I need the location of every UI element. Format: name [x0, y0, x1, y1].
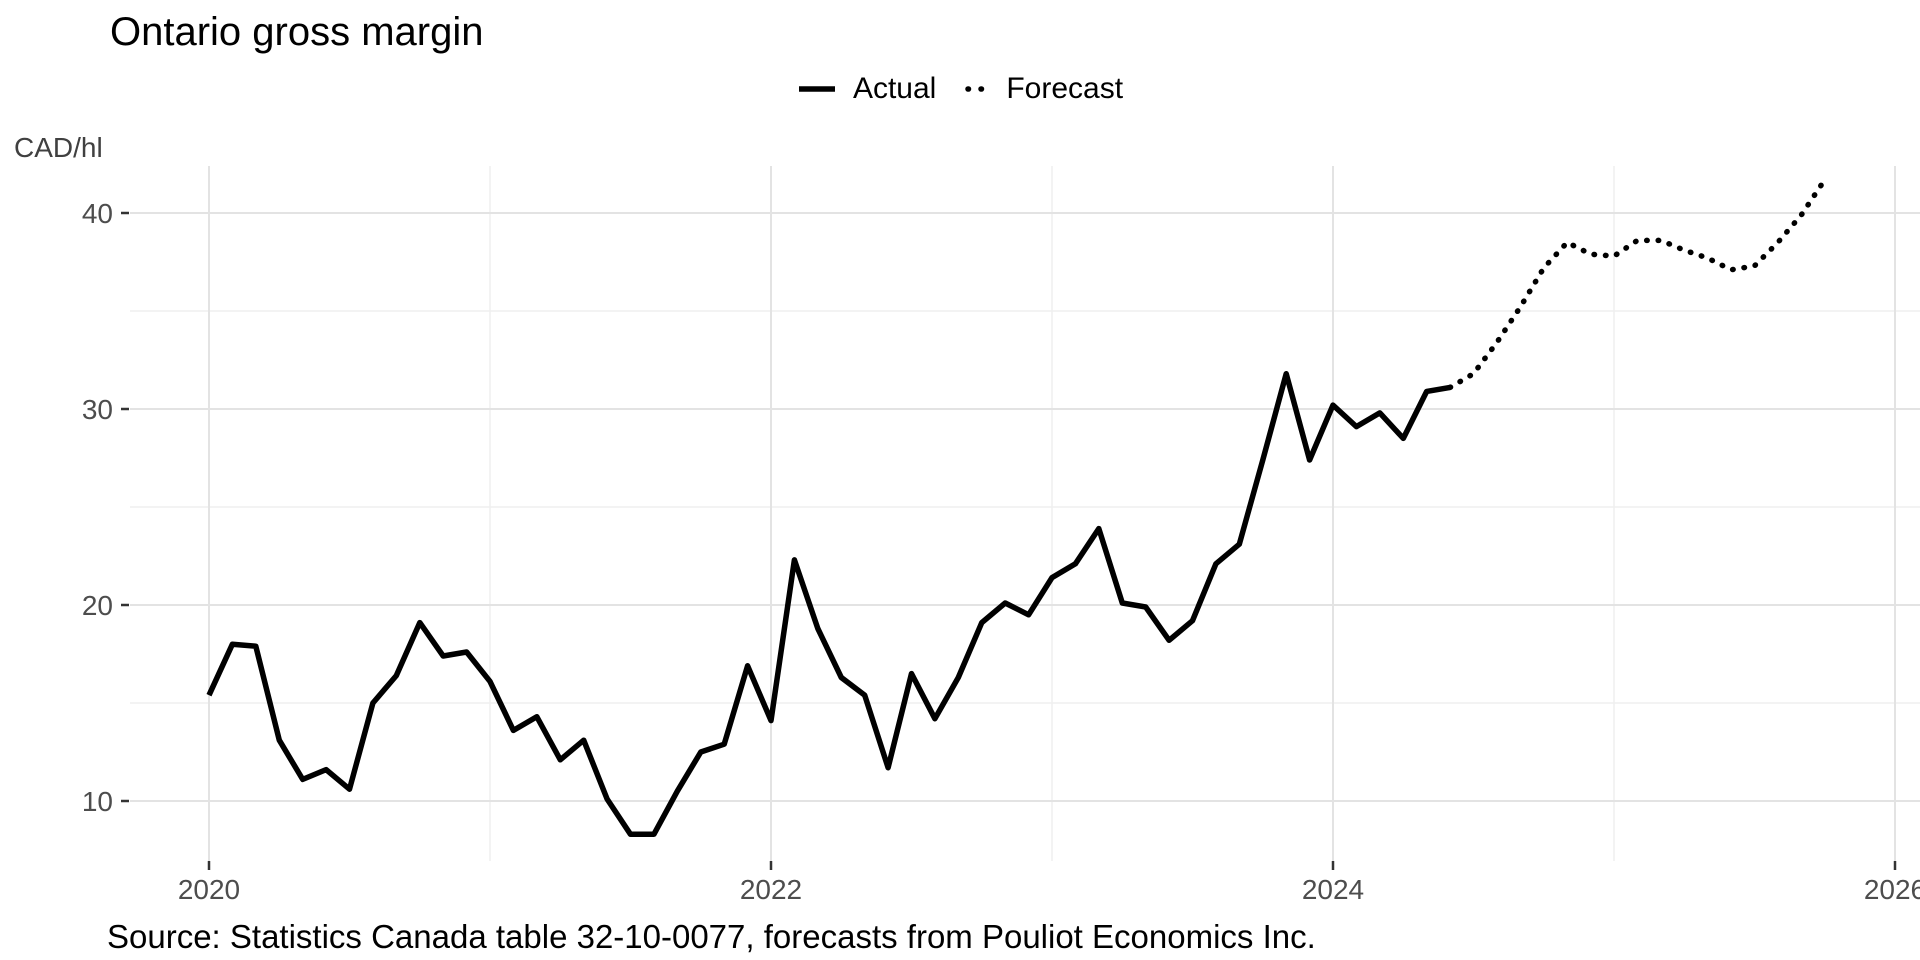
legend-key-solid-line-icon — [798, 86, 835, 92]
axis-tick-labels: 2020 2022 2024 2026 40 30 20 10 — [82, 198, 1920, 905]
series-lines — [206, 176, 1828, 838]
y-axis-tick-label: 30 — [82, 394, 113, 425]
actual-line — [206, 370, 1451, 838]
legend-label-actual: Actual — [852, 72, 937, 105]
legend-item-actual: Actual — [797, 72, 936, 106]
x-axis-tick-label: 2020 — [178, 874, 240, 905]
x-axis-tick-label: 2026 — [1864, 874, 1920, 905]
y-axis-tick-label: 20 — [82, 590, 113, 621]
y-axis-unit-label: CAD/hl — [14, 132, 103, 163]
source-caption: Source: Statistics Canada table 32-10-00… — [107, 918, 1316, 955]
y-axis-tick-label: 10 — [82, 786, 113, 817]
gridlines-minor — [130, 166, 1920, 861]
legend-key-dotted-line-icon — [965, 86, 991, 92]
axis-ticks — [121, 211, 1897, 870]
x-axis-tick-label: 2024 — [1302, 874, 1364, 905]
gridlines-major — [130, 166, 1920, 861]
legend: Actual Forecast — [0, 72, 1920, 106]
legend-item-forecast: Forecast — [964, 72, 1123, 106]
x-axis-tick-label: 2022 — [740, 874, 802, 905]
forecast-line — [1447, 176, 1828, 391]
legend-label-forecast: Forecast — [1006, 72, 1124, 105]
chart-title: Ontario gross margin — [110, 10, 484, 54]
y-axis-tick-label: 40 — [82, 198, 113, 229]
